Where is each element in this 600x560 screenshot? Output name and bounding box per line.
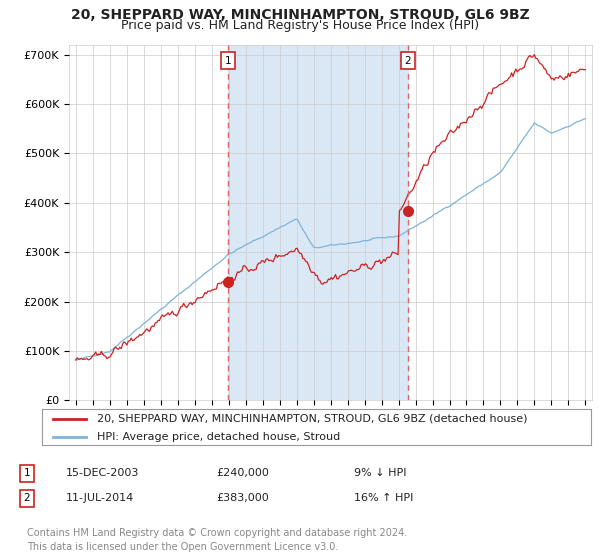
Text: Contains HM Land Registry data © Crown copyright and database right 2024.
This d: Contains HM Land Registry data © Crown c…	[27, 528, 407, 552]
Text: 20, SHEPPARD WAY, MINCHINHAMPTON, STROUD, GL6 9BZ: 20, SHEPPARD WAY, MINCHINHAMPTON, STROUD…	[71, 8, 529, 22]
Text: 2: 2	[404, 56, 411, 66]
Text: £240,000: £240,000	[216, 468, 269, 478]
Text: 15-DEC-2003: 15-DEC-2003	[66, 468, 139, 478]
Text: 2: 2	[23, 493, 31, 503]
Text: 1: 1	[23, 468, 31, 478]
Text: 9% ↓ HPI: 9% ↓ HPI	[354, 468, 407, 478]
Text: 1: 1	[224, 56, 232, 66]
Text: £383,000: £383,000	[216, 493, 269, 503]
Bar	[228, 45, 407, 400]
Text: 16% ↑ HPI: 16% ↑ HPI	[354, 493, 413, 503]
Text: Price paid vs. HM Land Registry's House Price Index (HPI): Price paid vs. HM Land Registry's House …	[121, 19, 479, 32]
Text: 11-JUL-2014: 11-JUL-2014	[66, 493, 134, 503]
Text: 20, SHEPPARD WAY, MINCHINHAMPTON, STROUD, GL6 9BZ (detached house): 20, SHEPPARD WAY, MINCHINHAMPTON, STROUD…	[97, 414, 527, 424]
Text: HPI: Average price, detached house, Stroud: HPI: Average price, detached house, Stro…	[97, 432, 340, 442]
